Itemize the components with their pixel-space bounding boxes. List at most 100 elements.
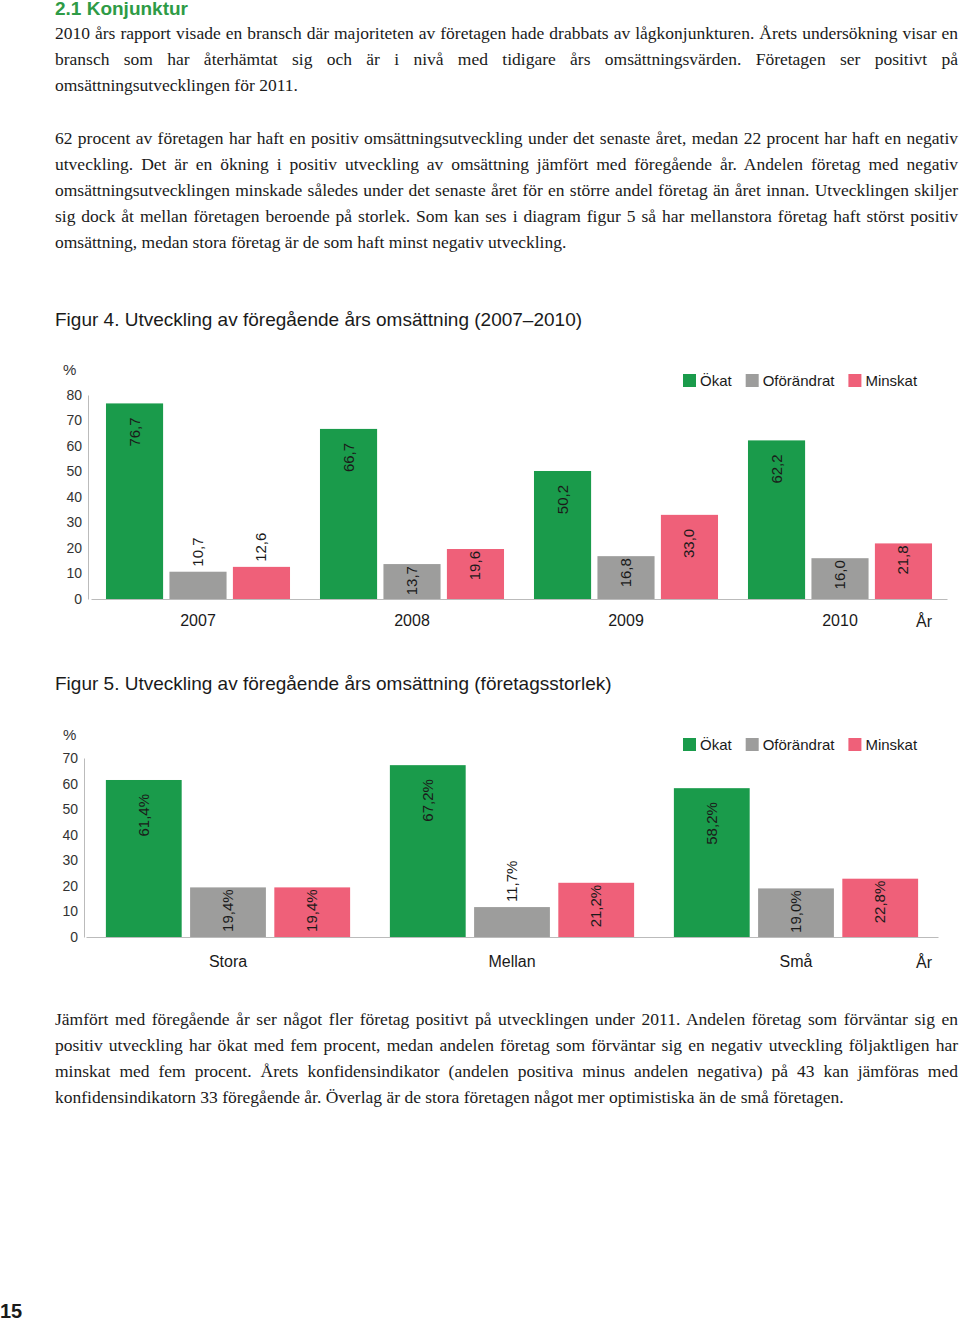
bar: [474, 907, 550, 937]
y-axis-line: [84, 759, 85, 938]
bar: [274, 887, 350, 937]
y-tick-label: 80: [66, 387, 82, 403]
y-tick: 50: [62, 801, 84, 817]
series: [233, 515, 932, 599]
y-tick: 60: [62, 776, 84, 792]
bar: [390, 765, 466, 937]
data-label: 10,7: [189, 538, 206, 567]
heading: 2.1 Konjunktur: [55, 0, 188, 20]
y-tick: 20: [66, 540, 88, 556]
y-tick: 50: [66, 463, 88, 479]
y-axis-title: %: [63, 361, 76, 378]
legend-swatch: [683, 738, 696, 751]
data-label: 62,2: [768, 454, 785, 483]
data-label: 21,8: [894, 545, 911, 574]
y-tick: 30: [62, 852, 84, 868]
y-tick-label: 40: [62, 827, 78, 843]
y-tick: 10: [66, 565, 88, 581]
x-tick-label: Stora: [209, 953, 247, 970]
paragraph: 62 procent av företagen har haft en posi…: [55, 125, 958, 255]
data-label: 33,0: [680, 529, 697, 558]
y-tick-label: 40: [66, 489, 82, 505]
x-axis-line: [92, 599, 948, 600]
x-tick-label: 2007: [180, 612, 216, 629]
data-label: 61,4%: [135, 794, 152, 837]
x-axis: Stora Mellan Små: [87, 937, 939, 970]
bars: [106, 765, 918, 937]
x-tick: Stora: [209, 937, 247, 970]
x-tick: 2010: [822, 599, 858, 629]
x-tick: 2007: [180, 599, 216, 629]
y-tick-label: 20: [66, 540, 82, 556]
data-label: 22,8%: [871, 881, 888, 924]
y-tick: 0: [74, 591, 88, 607]
y-tick-label: 0: [70, 929, 78, 945]
x-axis-line: [87, 937, 939, 938]
y-tick: 20: [62, 878, 84, 894]
legend-label: Ökat: [700, 372, 733, 389]
data-label: 19,4%: [303, 889, 320, 932]
x-axis-title: År: [916, 953, 933, 971]
y-tick-label: 50: [66, 463, 82, 479]
y-tick-label: 10: [66, 565, 82, 581]
paragraph: Jämfört med föregående år ser något fler…: [55, 1006, 958, 1110]
bar: [383, 564, 440, 599]
x-tick-label: Mellan: [488, 953, 535, 970]
x-tick-label: Små: [780, 953, 813, 970]
bar: [758, 888, 834, 937]
paragraph: 2010 års rapport visade en bransch där m…: [55, 20, 958, 98]
x-tick: 2008: [394, 599, 430, 629]
bar: [748, 440, 805, 599]
series: [106, 765, 750, 937]
chart-title: Figur 5. Utveckling av föregående års om…: [55, 673, 612, 694]
data-label: 19,6: [466, 551, 483, 580]
data-label: 19,0%: [787, 890, 804, 933]
x-axis: 2007 2008 2009 2010: [92, 599, 948, 629]
y-axis: 0 10 20 30 40 50 60 70: [62, 750, 84, 945]
series: [169, 556, 868, 599]
x-tick: Små: [780, 937, 813, 970]
legend-swatch: [848, 738, 861, 751]
y-tick-label: 70: [66, 412, 82, 428]
y-tick: 60: [66, 438, 88, 454]
legend-label: Minskat: [865, 736, 918, 753]
data-label: 76,7: [126, 417, 143, 446]
bar: [106, 403, 163, 599]
bar: [842, 879, 918, 937]
y-tick-label: 60: [66, 438, 82, 454]
chart: Figur 5. Utveckling av föregående års om…: [0, 666, 960, 986]
x-axis-title: År: [916, 612, 933, 630]
chart: Figur 4. Utveckling av föregående års om…: [0, 303, 960, 643]
bar: [534, 471, 591, 599]
legend-swatch: [683, 374, 696, 387]
bars: [106, 403, 932, 599]
data-label: 19,4%: [219, 889, 236, 932]
bar: [558, 883, 634, 937]
legend-label: Oförändrat: [763, 736, 836, 753]
y-axis-title: %: [63, 726, 76, 743]
data-label: 11,7%: [503, 861, 520, 902]
y-tick: 40: [62, 827, 84, 843]
bar: [674, 788, 750, 937]
y-tick: 70: [62, 750, 84, 766]
chart-title: Figur 4. Utveckling av föregående års om…: [55, 309, 582, 330]
legend: ÖkatOförändratMinskat: [683, 736, 918, 753]
y-tick: 40: [66, 489, 88, 505]
x-tick-label: 2010: [822, 612, 858, 629]
data-labels: 76,766,750,262,210,713,716,816,012,619,6…: [126, 417, 912, 595]
y-tick-label: 0: [74, 591, 82, 607]
y-tick: 30: [66, 514, 88, 530]
x-tick: 2009: [608, 599, 644, 629]
y-axis-line: [88, 396, 89, 600]
data-label: 16,0: [831, 560, 848, 589]
y-tick-label: 20: [62, 878, 78, 894]
page: 2.1 Konjunktur2010 års rapport visade en…: [0, 0, 960, 1325]
y-tick-label: 60: [62, 776, 78, 792]
data-labels: 61,4%67,2%58,2%19,4%11,7%19,0%19,4%21,2%…: [135, 779, 888, 933]
data-label: 58,2%: [703, 802, 720, 845]
data-label: 12,6: [252, 533, 269, 562]
x-tick: Mellan: [488, 937, 535, 970]
bar: [233, 567, 290, 599]
y-tick-label: 30: [62, 852, 78, 868]
y-tick: 10: [62, 903, 84, 919]
